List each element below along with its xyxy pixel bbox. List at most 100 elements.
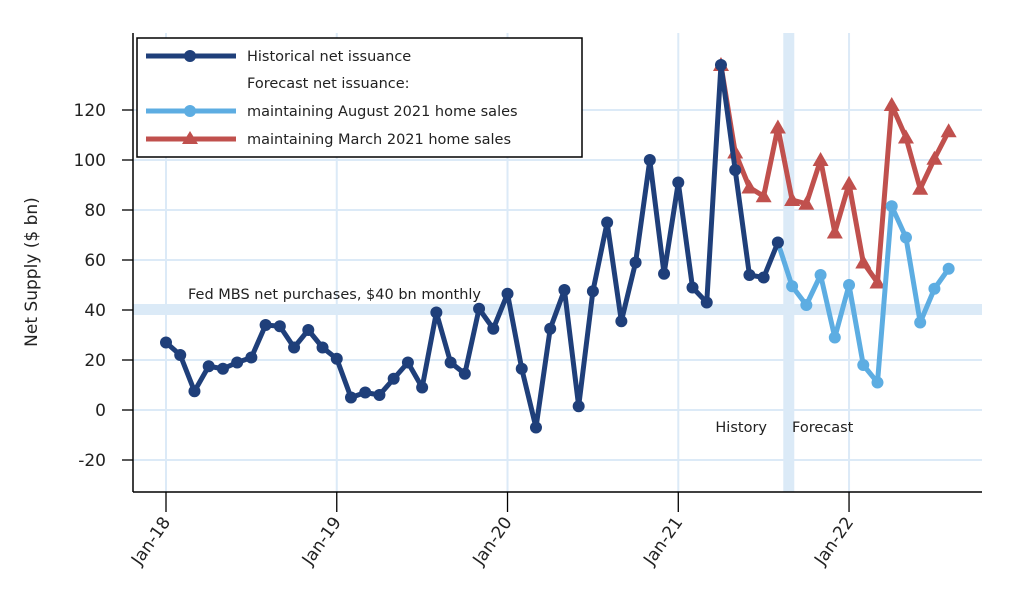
data-point [174, 349, 187, 361]
data-point [686, 281, 699, 294]
data-point [316, 341, 329, 354]
data-point [202, 360, 215, 373]
y-tick-label: 80 [84, 201, 106, 221]
x-tick-label: Jan-18 [127, 513, 175, 570]
data-point [743, 269, 756, 281]
y-tick-label: 40 [84, 301, 106, 321]
data-point [885, 200, 898, 213]
data-point [373, 389, 386, 401]
data-point [245, 351, 258, 364]
fed-mbs-annotation: Fed MBS net purchases, $40 bn monthly [188, 287, 481, 303]
data-point [601, 216, 614, 229]
data-point [714, 59, 727, 71]
data-point [259, 319, 272, 331]
data-point [501, 287, 514, 300]
history-forecast-divider [783, 33, 795, 492]
data-point [897, 129, 914, 144]
data-point [855, 254, 872, 269]
data-point [401, 356, 414, 369]
legend-marker-circle [184, 105, 196, 117]
data-point [755, 188, 772, 203]
data-point [771, 236, 784, 249]
data-point [430, 306, 443, 319]
series-layer [160, 57, 957, 434]
data-point [458, 367, 471, 380]
data-point [444, 356, 457, 369]
data-point [914, 316, 927, 329]
data-point [942, 262, 955, 275]
legend: Historical net issuance Forecast net iss… [136, 37, 583, 158]
data-point [231, 356, 244, 369]
data-point [700, 296, 713, 309]
data-point [814, 269, 827, 281]
data-point [473, 302, 486, 315]
data-point [769, 119, 786, 134]
data-point [800, 299, 813, 311]
y-tick-label: -20 [78, 451, 106, 471]
y-tick-label: 20 [84, 351, 106, 371]
y-tick-label: 60 [84, 251, 106, 271]
data-point [658, 267, 671, 280]
x-tick-label: Jan-21 [639, 513, 687, 570]
data-point [786, 280, 799, 293]
data-point [926, 150, 943, 165]
data-point [841, 175, 858, 190]
data-point [729, 164, 742, 176]
series-historical [160, 59, 784, 434]
data-point [629, 256, 642, 269]
series-forecast_mar [712, 57, 957, 289]
data-point [416, 381, 429, 394]
legend-label-forecast-aug: maintaining August 2021 home sales [247, 104, 518, 120]
data-point [912, 180, 929, 195]
series-line-forecast_aug [775, 203, 951, 385]
data-point [928, 282, 941, 295]
data-point [216, 362, 229, 375]
data-point [899, 231, 912, 244]
data-point [288, 341, 301, 354]
legend-label-forecast-mar: maintaining March 2021 home sales [247, 132, 511, 148]
y-tick-label: 120 [74, 101, 106, 121]
data-point [871, 376, 884, 389]
data-point [757, 271, 770, 284]
data-point [558, 284, 571, 296]
data-point [330, 352, 343, 365]
data-point [586, 285, 599, 298]
history-label: History [715, 420, 767, 436]
data-point [883, 97, 900, 111]
data-point [387, 372, 400, 385]
data-point [643, 154, 656, 166]
legend-marker-circle [184, 50, 196, 62]
data-point [188, 385, 201, 398]
data-point [672, 176, 685, 189]
data-point [843, 279, 856, 291]
x-tick-label: Jan-20 [469, 513, 517, 570]
y-tick-label: 100 [74, 151, 106, 171]
data-point [273, 320, 286, 333]
data-point [812, 152, 829, 166]
data-point [302, 324, 315, 336]
data-point [572, 400, 585, 413]
legend-label-historical: Historical net issuance [247, 49, 411, 65]
data-point [869, 274, 886, 289]
data-point [828, 331, 841, 344]
data-point [615, 315, 628, 328]
data-point [826, 224, 843, 239]
y-axis-title: Net Supply ($ bn) [22, 197, 42, 347]
data-point [160, 336, 172, 349]
data-point [798, 195, 815, 210]
series-line-forecast_mar [718, 64, 951, 285]
forecast-label: Forecast [792, 420, 854, 436]
data-point [359, 386, 372, 399]
data-point [857, 359, 870, 371]
data-point [515, 362, 528, 375]
data-point [529, 421, 542, 434]
legend-label-forecast-header: Forecast net issuance: [247, 76, 410, 92]
x-tick-label: Jan-19 [298, 513, 346, 570]
x-tick-label: Jan-22 [810, 513, 858, 570]
data-point [344, 391, 357, 404]
data-point [487, 322, 500, 335]
annotations: Fed MBS net purchases, $40 bn monthly Hi… [188, 287, 854, 436]
data-point [940, 123, 957, 138]
legend-marker-triangle [182, 131, 198, 144]
